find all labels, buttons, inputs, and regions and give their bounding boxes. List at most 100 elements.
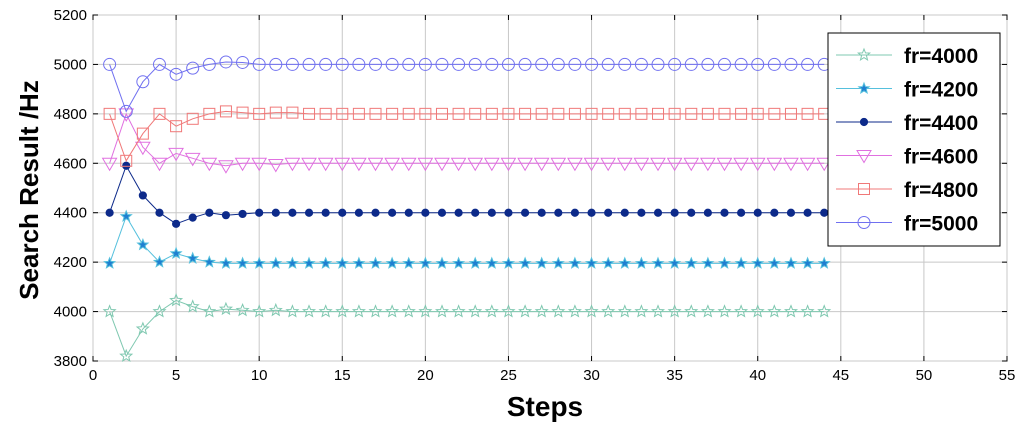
data-point: [151, 157, 168, 172]
data-point: [219, 256, 233, 269]
data-point: [352, 57, 366, 71]
data-point: [751, 107, 764, 120]
data-point: [400, 157, 417, 172]
legend-label: fr=5000: [904, 213, 978, 236]
data-point: [501, 256, 515, 269]
data-point: [105, 208, 114, 217]
data-point: [485, 256, 499, 269]
data-point: [651, 57, 665, 71]
data-point: [286, 106, 299, 119]
data-point: [152, 255, 166, 268]
series-fr-4800: [103, 105, 831, 167]
data-point: [335, 256, 349, 269]
data-point: [135, 321, 150, 335]
data-point: [601, 256, 615, 269]
data-point: [718, 107, 731, 120]
data-point: [218, 301, 234, 316]
data-point: [518, 304, 533, 318]
data-point: [684, 304, 699, 318]
data-point: [501, 57, 515, 71]
data-point: [484, 304, 499, 318]
data-point: [168, 147, 184, 162]
data-point: [703, 208, 712, 217]
data-point: [119, 209, 133, 223]
data-point: [799, 157, 816, 172]
data-point: [751, 256, 765, 269]
data-point: [551, 304, 566, 318]
data-point: [766, 157, 783, 172]
data-point: [334, 157, 351, 172]
data-point: [666, 157, 683, 172]
data-point: [602, 107, 615, 120]
data-point: [119, 348, 134, 363]
data-point: [435, 57, 449, 71]
data-point: [388, 208, 397, 217]
data-point: [271, 208, 280, 217]
data-point: [471, 208, 480, 217]
data-point: [801, 107, 814, 120]
x-axis-title: Steps: [507, 391, 583, 422]
data-point: [801, 256, 815, 269]
data-point: [533, 157, 550, 172]
data-point: [134, 141, 151, 156]
data-point: [402, 107, 415, 120]
legend-marker: [857, 216, 871, 229]
data-point: [687, 208, 696, 217]
data-point: [485, 57, 499, 71]
x-tick-label: 30: [583, 367, 600, 384]
data-point: [385, 57, 399, 71]
data-point: [186, 61, 200, 75]
data-point: [269, 256, 283, 269]
data-point: [435, 304, 449, 318]
data-point: [169, 293, 184, 307]
data-point: [551, 57, 565, 71]
data-point: [768, 107, 781, 120]
data-point: [616, 157, 633, 172]
data-point: [338, 208, 347, 217]
legend-marker: [857, 47, 871, 62]
data-point: [750, 304, 765, 318]
data-point: [255, 208, 264, 217]
y-tick-label: 4400: [54, 205, 87, 222]
data-point: [269, 57, 283, 71]
data-point: [435, 256, 449, 269]
data-point: [770, 208, 779, 217]
data-point: [352, 107, 365, 120]
data-point: [235, 256, 250, 269]
data-point: [188, 213, 197, 222]
data-point: [419, 107, 432, 120]
data-point: [122, 161, 131, 170]
data-point: [517, 157, 533, 172]
data-point: [584, 304, 599, 318]
data-point: [700, 304, 715, 318]
data-point: [733, 157, 749, 172]
x-tick-label: 35: [666, 367, 683, 384]
data-point: [684, 256, 698, 269]
data-point: [303, 107, 316, 120]
data-point: [803, 208, 812, 217]
data-point: [136, 127, 149, 140]
data-point: [585, 57, 599, 71]
data-point: [452, 256, 466, 269]
data-point: [535, 57, 549, 71]
legend-label: fr=4200: [904, 79, 978, 102]
data-point: [567, 304, 582, 318]
data-point: [201, 157, 218, 172]
data-point: [650, 157, 666, 172]
data-point: [368, 304, 383, 318]
data-point: [351, 157, 367, 172]
data-point: [717, 57, 731, 71]
data-point: [119, 104, 133, 118]
y-tick-label: 4600: [54, 155, 87, 172]
data-point: [219, 105, 232, 118]
data-point: [735, 107, 748, 120]
data-point: [269, 106, 282, 119]
data-point: [454, 208, 463, 217]
data-point: [418, 256, 432, 269]
data-point: [501, 304, 516, 318]
data-point: [138, 191, 147, 200]
data-point: [567, 157, 583, 172]
data-point: [749, 157, 766, 172]
data-point: [351, 304, 366, 318]
data-point: [238, 209, 247, 219]
